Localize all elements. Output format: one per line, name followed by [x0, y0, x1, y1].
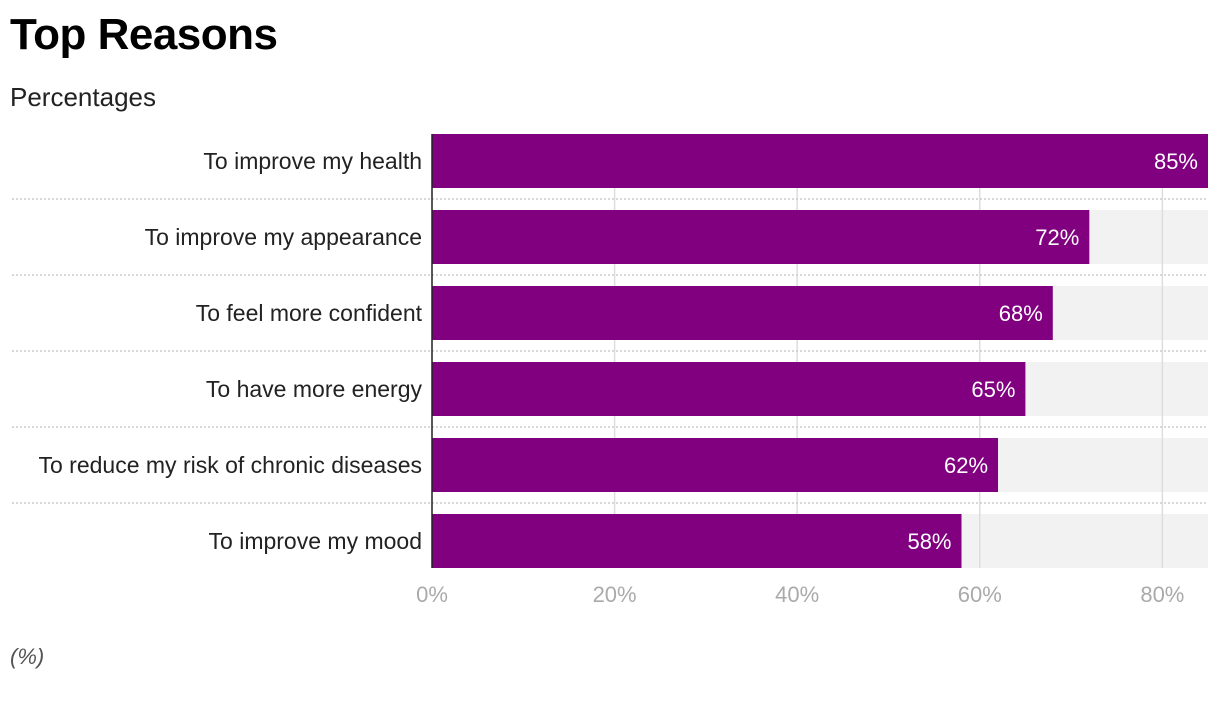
chart-subtitle: Percentages: [10, 82, 156, 112]
chart-title: Top Reasons: [10, 10, 278, 59]
bar-chart: To improve my health 85% To improve my app…: [12, 134, 1208, 607]
bar: [432, 286, 1053, 340]
value-label: 72%: [1035, 225, 1079, 250]
bar: [432, 362, 1026, 416]
value-label: 58%: [907, 529, 951, 554]
x-tick-label: 0%: [416, 582, 448, 607]
value-label: 85%: [1154, 149, 1198, 174]
category-label: To improve my mood: [209, 528, 422, 554]
value-label: 65%: [971, 377, 1015, 402]
value-label: 62%: [944, 453, 988, 478]
bar: [432, 134, 1208, 188]
x-tick-label: 20%: [593, 582, 637, 607]
category-label: To reduce my risk of chronic diseases: [39, 452, 423, 478]
bar: [432, 210, 1090, 264]
bar: [432, 438, 999, 492]
category-label: To have more energy: [206, 376, 423, 402]
x-tick-label: 80%: [1140, 582, 1184, 607]
category-label: To feel more confident: [196, 300, 423, 326]
category-label: To improve my health: [203, 148, 422, 174]
chart-footnote: (%): [10, 644, 45, 669]
bar: [432, 514, 962, 568]
x-tick-label: 40%: [775, 582, 819, 607]
category-label: To improve my appearance: [145, 224, 422, 250]
x-tick-label: 60%: [958, 582, 1002, 607]
value-label: 68%: [999, 301, 1043, 326]
